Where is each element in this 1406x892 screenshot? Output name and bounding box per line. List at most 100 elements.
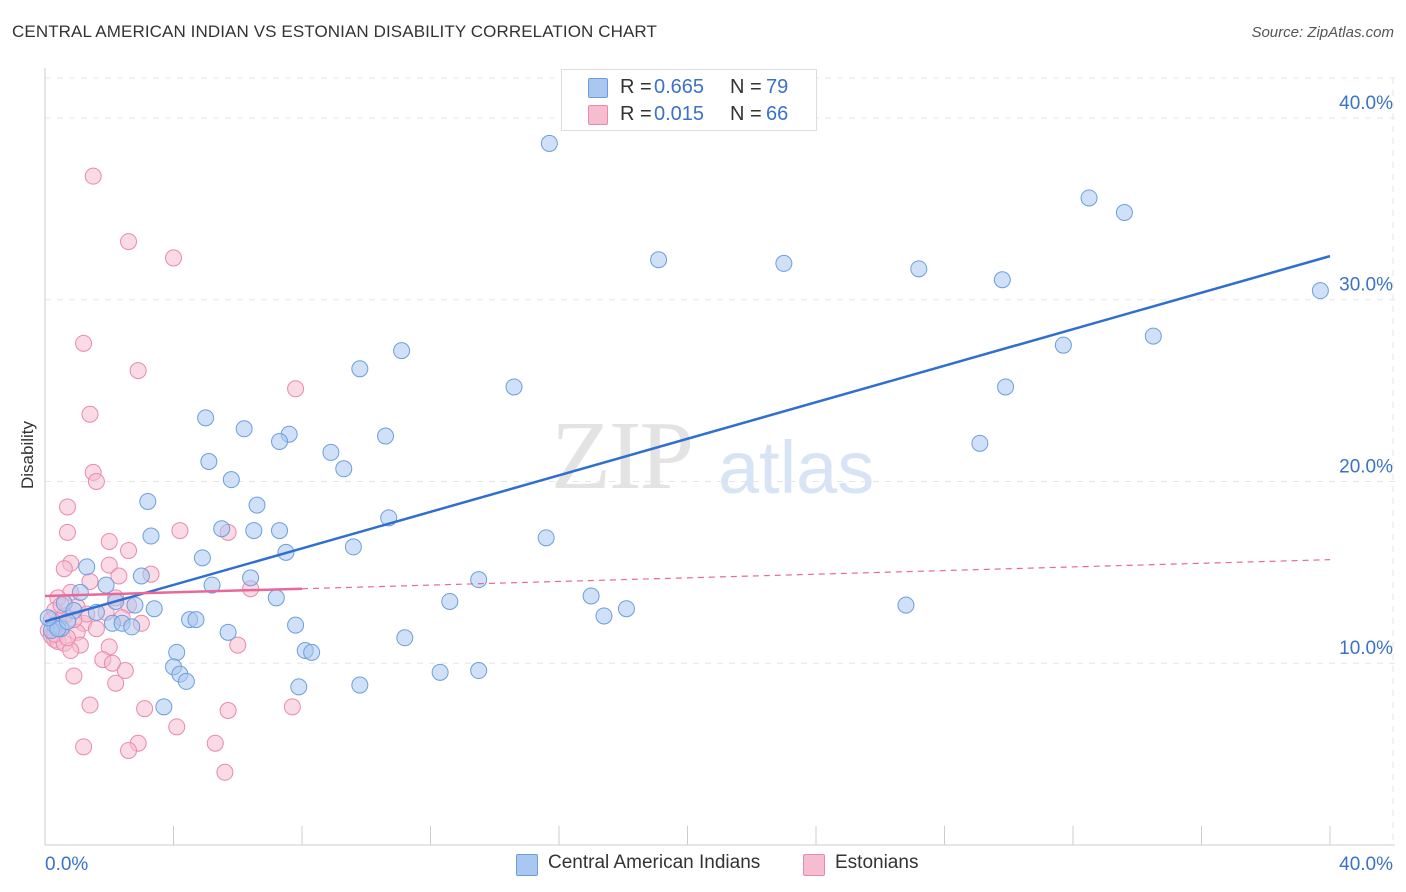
central-american-indians-point <box>377 427 395 445</box>
central-american-indians-points <box>39 134 1329 716</box>
central-american-indians-point <box>303 643 321 661</box>
legend-label: Central American Indians <box>548 852 761 873</box>
x-tick-label: 0.0% <box>45 854 88 875</box>
estonians-point <box>87 472 105 490</box>
central-american-indians-point <box>142 527 160 545</box>
central-american-indians-point <box>1144 327 1162 345</box>
central-american-indians-point <box>97 576 115 594</box>
central-american-indians-point <box>431 663 449 681</box>
central-american-indians-point <box>222 471 240 489</box>
central-american-indians-point <box>177 672 195 690</box>
central-american-indians-point <box>1311 282 1329 300</box>
central-american-indians-point <box>351 360 369 378</box>
central-american-indians-point <box>213 520 231 538</box>
n-label: N = <box>730 103 762 125</box>
central-american-indians-point <box>242 569 260 587</box>
central-american-indians-point <box>351 676 369 694</box>
estonians-point <box>110 567 128 585</box>
estonians-point <box>206 734 224 752</box>
legend-label: Estonians <box>835 852 919 873</box>
n-label: N = <box>730 76 762 98</box>
axis-layer <box>44 68 1395 846</box>
central-american-indians-point <box>1054 336 1072 354</box>
estonians-point <box>65 667 83 685</box>
n-value: 66 <box>766 103 789 125</box>
estonians-point <box>75 738 93 756</box>
central-american-indians-point <box>617 600 635 618</box>
estonians-point <box>58 498 76 516</box>
central-american-indians-point <box>248 496 266 514</box>
estonians-point <box>87 620 105 638</box>
central-american-indians-point <box>595 607 613 625</box>
blue-swatch <box>588 78 608 98</box>
y-tick-label: 30.0% <box>1339 275 1393 296</box>
central-american-indians-point <box>971 434 989 452</box>
central-american-indians-point <box>470 662 488 680</box>
central-american-indians-point <box>78 558 96 576</box>
central-american-indians-point <box>271 433 289 451</box>
estonians-point <box>100 556 118 574</box>
central-american-indians-point <box>997 378 1015 396</box>
r-label: R = <box>620 103 652 125</box>
estonians-point <box>120 741 138 759</box>
central-american-indians-trend-line <box>44 254 1331 623</box>
central-american-indians-point <box>267 589 285 607</box>
correlation-legend: R = 0.665 N = 79 R = 0.015 N = 66 <box>561 69 817 131</box>
trend-lines <box>44 254 1331 623</box>
central-american-indians-point <box>470 571 488 589</box>
central-american-indians-point <box>1115 203 1133 221</box>
central-american-indians-point <box>245 522 263 540</box>
central-american-indians-point <box>71 583 89 601</box>
estonians-point <box>100 532 118 550</box>
blue-swatch <box>516 854 538 876</box>
estonians-trend-extension <box>301 559 1331 590</box>
r-value: 0.665 <box>654 76 705 98</box>
central-american-indians-point <box>126 596 144 614</box>
r-value: 0.015 <box>654 103 705 125</box>
tick-labels: 10.0% 20.0% 30.0% 40.0% 0.0% 40.0% <box>45 93 1393 875</box>
estonians-point <box>168 718 186 736</box>
central-american-indians-point <box>219 623 237 641</box>
r-label: R = <box>620 76 652 98</box>
estonians-point <box>120 233 138 251</box>
estonians-point <box>120 542 138 560</box>
central-american-indians-point <box>650 251 668 269</box>
estonians-point <box>165 249 182 267</box>
central-american-indians-point <box>203 576 221 594</box>
estonians-point <box>129 362 147 380</box>
estonians-point <box>219 702 237 720</box>
central-american-indians-point <box>132 567 150 585</box>
pink-swatch <box>588 105 608 125</box>
central-american-indians-point <box>271 522 289 540</box>
estonians-point <box>283 698 301 716</box>
estonians-point <box>75 334 93 352</box>
x-tick-label: 40.0% <box>1339 854 1393 875</box>
central-american-indians-point <box>287 616 305 634</box>
estonians-point <box>171 522 189 540</box>
estonians-point <box>103 654 121 672</box>
estonians-trend-line <box>44 587 303 598</box>
source-label: Source: ZipAtlas.com <box>1251 24 1394 41</box>
estonians-point <box>287 380 305 398</box>
central-american-indians-point <box>505 378 523 396</box>
central-american-indians-point <box>582 587 600 605</box>
central-american-indians-point <box>441 592 459 610</box>
central-american-indians-point <box>322 443 340 461</box>
estonians-point <box>81 696 99 714</box>
central-american-indians-point <box>396 629 414 647</box>
estonians-point <box>116 662 134 680</box>
central-american-indians-point <box>290 678 308 696</box>
estonians-point <box>107 674 125 692</box>
central-american-indians-point <box>187 611 205 629</box>
estonians-point <box>229 636 247 654</box>
central-american-indians-point <box>139 492 157 510</box>
estonians-point <box>136 700 154 718</box>
central-american-indians-point <box>910 260 928 278</box>
central-american-indians-point <box>993 271 1011 289</box>
legend-row-central-american-indians: R = 0.665 N = 79 <box>562 75 816 101</box>
estonians-point <box>55 560 73 578</box>
central-american-indians-point <box>344 538 362 556</box>
central-american-indians-point <box>200 453 218 470</box>
central-american-indians-point <box>393 342 411 360</box>
